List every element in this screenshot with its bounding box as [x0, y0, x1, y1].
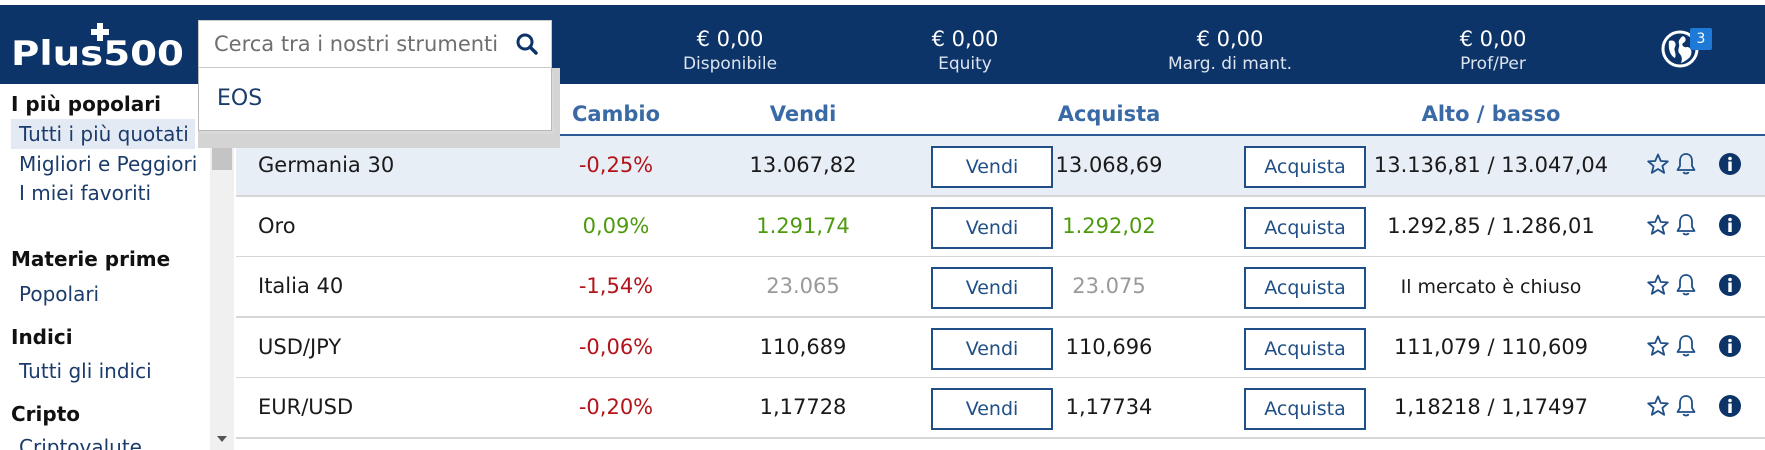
column-header-change[interactable]: Cambio: [571, 102, 661, 126]
search-icon[interactable]: [515, 32, 539, 56]
sell-button[interactable]: Vendi: [931, 207, 1053, 249]
sell-price: 23.065: [766, 274, 840, 298]
sell-button[interactable]: Vendi: [931, 388, 1053, 430]
category-sidebar: I più popolari Tutti i più quotati Migli…: [0, 84, 210, 450]
sidebar-item-my-favorites[interactable]: I miei favoriti: [19, 181, 152, 205]
account-available: € 0,00 Disponibile: [660, 25, 800, 75]
high-low-value: 1,18218 / 1,17497: [1393, 395, 1589, 419]
maintenance-margin-label: Marg. di mant.: [1167, 54, 1293, 74]
top-border: [0, 0, 1765, 5]
buy-button[interactable]: Acquista: [1244, 388, 1366, 430]
high-low-value: Il mercato è chiuso: [1400, 276, 1582, 298]
sell-button[interactable]: Vendi: [931, 146, 1053, 188]
info-icon[interactable]: [1718, 333, 1742, 359]
scroll-down-arrow-icon[interactable]: [215, 430, 229, 442]
search-suggestion-item[interactable]: EOS: [217, 86, 263, 111]
favorite-star-icon[interactable]: [1646, 333, 1670, 359]
sell-price: 1.291,74: [756, 214, 850, 238]
account-profit-loss: € 0,00 Prof/Per: [1423, 25, 1563, 75]
buy-price: 13.068,69: [1055, 153, 1163, 177]
high-low-value: 111,079 / 110,609: [1393, 335, 1589, 359]
change-value: -0,25%: [578, 153, 654, 177]
buy-button[interactable]: Acquista: [1244, 328, 1366, 370]
buy-price: 1.292,02: [1062, 214, 1156, 238]
maintenance-margin-amount: € 0,00: [1196, 27, 1264, 51]
sidebar-heading-indices: Indici: [11, 325, 73, 349]
column-header-sell[interactable]: Vendi: [769, 102, 837, 126]
sidebar-item-popular[interactable]: Popolari: [19, 282, 100, 306]
sidebar-heading-crypto: Cripto: [11, 402, 81, 426]
dropdown-shadow: [552, 68, 560, 148]
buy-button[interactable]: Acquista: [1244, 207, 1366, 249]
account-maintenance-margin: € 0,00 Marg. di mant.: [1150, 25, 1310, 75]
sell-price: 110,689: [759, 335, 847, 359]
sidebar-heading-commodities: Materie prime: [11, 247, 171, 271]
instrument-name[interactable]: Germania 30: [258, 153, 395, 177]
change-value: 0,09%: [582, 214, 650, 238]
equity-label: Equity: [938, 54, 992, 74]
buy-price: 23.075: [1072, 274, 1146, 298]
favorite-star-icon[interactable]: [1646, 393, 1670, 419]
search-suggestions-dropdown: EOS: [198, 68, 552, 131]
column-header-high-low[interactable]: Alto / basso: [1421, 102, 1561, 126]
sell-price: 1,17728: [759, 395, 847, 419]
profit-loss-amount: € 0,00: [1459, 27, 1527, 51]
account-equity: € 0,00 Equity: [895, 25, 1035, 75]
profit-loss-label: Prof/Per: [1460, 54, 1526, 74]
sell-button[interactable]: Vendi: [931, 267, 1053, 309]
instrument-row[interactable]: Oro 0,09% 1.291,74 Vendi 1.292,02 Acquista 1.2…: [236, 197, 1765, 258]
column-header-buy[interactable]: Acquista: [1057, 102, 1161, 126]
instrument-name[interactable]: Italia 40: [258, 274, 344, 298]
buy-price: 1,17734: [1065, 395, 1153, 419]
high-low-value: 1.292,85 / 1.286,01: [1387, 214, 1595, 238]
info-icon[interactable]: [1718, 272, 1742, 298]
instrument-name[interactable]: USD/JPY: [258, 335, 342, 359]
buy-button[interactable]: Acquista: [1244, 146, 1366, 188]
sidebar-item-cryptocurrencies[interactable]: Criptovalute: [19, 435, 142, 450]
change-value: -0,20%: [578, 395, 654, 419]
dropdown-shadow: [198, 131, 560, 148]
instrument-row[interactable]: EUR/USD -0,20% 1,17728 Vendi 1,17734 Acquista…: [236, 378, 1765, 439]
change-value: -0,06%: [578, 335, 654, 359]
notification-count-badge[interactable]: 3: [1690, 28, 1712, 50]
search-input[interactable]: [199, 21, 499, 67]
sell-button[interactable]: Vendi: [931, 328, 1053, 370]
price-alert-bell-icon[interactable]: [1674, 151, 1698, 177]
instrument-row[interactable]: USD/JPY -0,06% 110,689 Vendi 110,696 Acquista…: [236, 318, 1765, 379]
sidebar-item-all-indices[interactable]: Tutti gli indici: [19, 359, 152, 383]
info-icon[interactable]: [1718, 151, 1742, 177]
sidebar-item-best-worst[interactable]: Migliori e Peggiori: [19, 152, 198, 176]
sell-price: 13.067,82: [749, 153, 857, 177]
favorite-star-icon[interactable]: [1646, 272, 1670, 298]
instrument-table-header: Cambio Vendi Acquista Alto / basso: [236, 84, 1765, 136]
instrument-row[interactable]: Italia 40 -1,54% 23.065 Vendi 23.075 Acquista…: [236, 257, 1765, 318]
high-low-value: 13.136,81 / 13.047,04: [1373, 153, 1609, 177]
price-alert-bell-icon[interactable]: [1674, 333, 1698, 359]
instrument-name[interactable]: Oro: [258, 214, 296, 238]
available-amount: € 0,00: [696, 27, 764, 51]
instrument-name[interactable]: EUR/USD: [258, 395, 354, 419]
available-label: Disponibile: [682, 54, 778, 74]
info-icon[interactable]: [1718, 393, 1742, 419]
change-value: -1,54%: [578, 274, 654, 298]
sidebar-heading-popular: I più popolari: [11, 92, 161, 116]
price-alert-bell-icon[interactable]: [1674, 272, 1698, 298]
search-box: [198, 20, 552, 68]
price-alert-bell-icon[interactable]: [1674, 393, 1698, 419]
equity-amount: € 0,00: [931, 27, 999, 51]
sidebar-item-all-most-traded[interactable]: Tutti i più quotati: [11, 119, 195, 149]
buy-button[interactable]: Acquista: [1244, 267, 1366, 309]
plus500-logo[interactable]: Plus500: [11, 23, 186, 71]
favorite-star-icon[interactable]: [1646, 212, 1670, 238]
info-icon[interactable]: [1718, 212, 1742, 238]
favorite-star-icon[interactable]: [1646, 151, 1670, 177]
price-alert-bell-icon[interactable]: [1674, 212, 1698, 238]
buy-price: 110,696: [1065, 335, 1153, 359]
